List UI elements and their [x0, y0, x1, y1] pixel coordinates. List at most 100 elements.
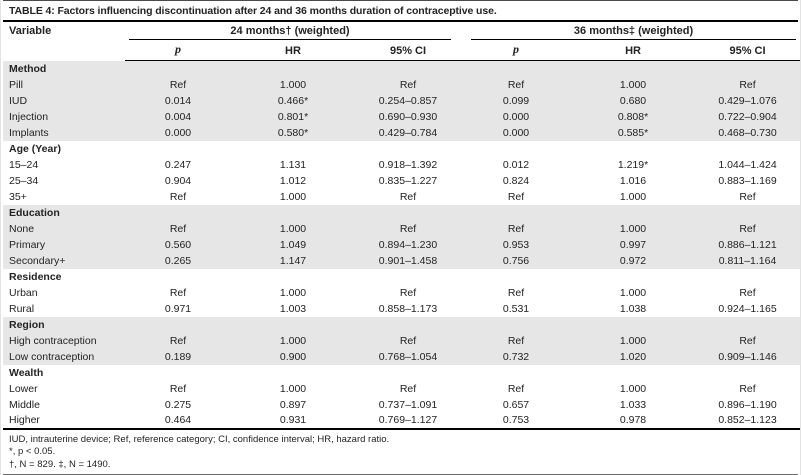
value-cell: 0.014	[125, 92, 231, 109]
table-row: None Ref 1.000 Ref Ref 1.000 Ref	[3, 220, 801, 237]
value-cell: 0.429–0.784	[355, 124, 462, 141]
value-cell: 0.953	[461, 236, 572, 253]
section-row: Age (Year)	[3, 141, 800, 157]
value-cell: 0.585*	[571, 124, 696, 141]
table-body: Method Pill Ref 1.000 Ref Ref 1.000 Ref IUD 0.014…	[3, 60, 801, 429]
value-cell: Ref	[169, 190, 187, 203]
value-cell: Ref	[399, 382, 417, 395]
value-cell: 1.000	[619, 190, 647, 203]
value-cell: 1.038	[619, 302, 647, 315]
value-cell: 1.003	[279, 302, 307, 315]
value-cell: 1.219*	[617, 158, 649, 171]
value-cell: Ref	[125, 76, 231, 93]
section-row: Region	[3, 316, 801, 333]
footnote-sample-sizes: †, N = 829. ‡, N = 1490.	[9, 458, 111, 470]
column-header-p-36: p	[461, 40, 572, 61]
value-cell: 0.896–1.190	[718, 398, 777, 411]
value-cell: 0.931	[279, 414, 307, 426]
value-cell: 0.254–0.857	[355, 92, 462, 109]
value-cell: 0.894–1.230	[355, 236, 462, 253]
value-cell: 1.012	[279, 174, 307, 187]
value-cell: 1.000	[279, 382, 307, 395]
value-cell: Ref	[355, 220, 462, 237]
value-cell: 0.722–0.904	[695, 108, 801, 125]
row-label: Lower	[9, 382, 38, 395]
group-header-36-months: 36 months‡ (weighted)	[461, 22, 800, 40]
table-row: 15–24 0.247 1.131 0.918–1.392 0.012 1.219* 1.0…	[3, 157, 800, 173]
value-cell: 1.000	[571, 76, 696, 93]
value-cell: 0.657	[502, 398, 530, 411]
value-cell: 0.275	[164, 398, 192, 411]
results-table: Variable 24 months† (weighted) 36 months…	[3, 22, 801, 430]
value-cell: Ref	[169, 286, 187, 299]
value-cell: 0.886–1.121	[695, 236, 801, 253]
value-cell: 1.000	[571, 332, 696, 349]
table-row: Lower Ref 1.000 Ref Ref 1.000 Ref	[3, 381, 800, 397]
value-cell: Ref	[695, 76, 801, 93]
value-cell: Ref	[125, 332, 231, 349]
value-cell: 0.000	[125, 124, 231, 141]
value-cell: Ref	[125, 220, 231, 237]
value-cell: 1.020	[571, 348, 696, 365]
value-cell: Ref	[399, 190, 417, 203]
value-cell: 0.901–1.458	[355, 252, 462, 269]
section-row: Method	[3, 60, 801, 77]
value-cell: 0.971	[164, 302, 192, 315]
value-cell: 1.131	[279, 158, 307, 171]
row-label: Higher	[9, 414, 40, 426]
table-row: Primary 0.560 1.049 0.894–1.230 0.953 0.997 0.…	[3, 236, 801, 253]
table-row: 35+ Ref 1.000 Ref Ref 1.000 Ref	[3, 189, 800, 205]
value-cell: 0.690–0.930	[355, 108, 462, 125]
column-header-hr-36: HR	[571, 40, 696, 61]
value-cell: Ref	[739, 286, 756, 299]
table-row: Injection 0.004 0.801* 0.690–0.930 0.000 0.80…	[3, 108, 801, 125]
table-row: Rural 0.971 1.003 0.858–1.173 0.531 1.038 0.92…	[3, 301, 800, 317]
value-cell: 0.247	[164, 158, 192, 171]
value-cell: Ref	[399, 286, 417, 299]
value-cell: Ref	[461, 76, 572, 93]
row-label: 15–24	[9, 158, 39, 171]
value-cell: 0.531	[502, 302, 530, 315]
column-header-p-24: p	[125, 40, 231, 61]
value-cell: Ref	[507, 190, 525, 203]
value-cell: 0.768–1.054	[355, 348, 462, 365]
row-label: 25–34	[9, 174, 39, 187]
section-row: Education	[3, 204, 801, 221]
value-cell: 0.189	[125, 348, 231, 365]
footnote-significance: *, p < 0.05.	[9, 446, 56, 457]
value-cell: 0.680	[571, 92, 696, 109]
value-cell: 0.978	[619, 414, 647, 426]
section-label: Region	[3, 316, 801, 333]
value-cell: 0.801*	[231, 108, 355, 125]
column-header-hr-24: HR	[231, 40, 355, 61]
value-cell: 0.904	[164, 174, 192, 187]
value-cell: Ref	[169, 382, 187, 395]
value-cell: 0.897	[279, 398, 307, 411]
row-label: Low contraception	[3, 348, 125, 365]
value-cell: 1.000	[231, 332, 355, 349]
value-cell: 0.732	[461, 348, 572, 365]
value-cell: Ref	[695, 332, 801, 349]
value-cell: 0.909–1.146	[695, 348, 801, 365]
row-label: Injection	[3, 108, 125, 125]
value-cell: 1.044–1.424	[718, 158, 777, 171]
value-cell: 0.756	[461, 252, 572, 269]
value-cell: 0.580*	[231, 124, 355, 141]
value-cell: 0.852–1.123	[718, 414, 777, 426]
row-label: Middle	[9, 398, 40, 411]
value-cell: 0.000	[461, 124, 572, 141]
table-row: IUD 0.014 0.466* 0.254–0.857 0.099 0.680 0.429…	[3, 92, 801, 109]
value-cell: 1.049	[231, 236, 355, 253]
value-cell: 0.099	[461, 92, 572, 109]
row-label: Primary	[3, 236, 125, 253]
value-cell: 1.000	[231, 220, 355, 237]
value-cell: 0.883–1.169	[718, 174, 777, 187]
value-cell: 0.811–1.164	[695, 252, 801, 269]
table-row: Middle 0.275 0.897 0.737–1.091 0.657 1.033 0.8…	[3, 397, 800, 413]
row-label: Urban	[9, 286, 38, 299]
value-cell: Ref	[739, 190, 756, 203]
value-cell: 1.000	[619, 286, 647, 299]
column-header-ci-36: 95% CI	[695, 40, 801, 61]
value-cell: 1.000	[571, 220, 696, 237]
